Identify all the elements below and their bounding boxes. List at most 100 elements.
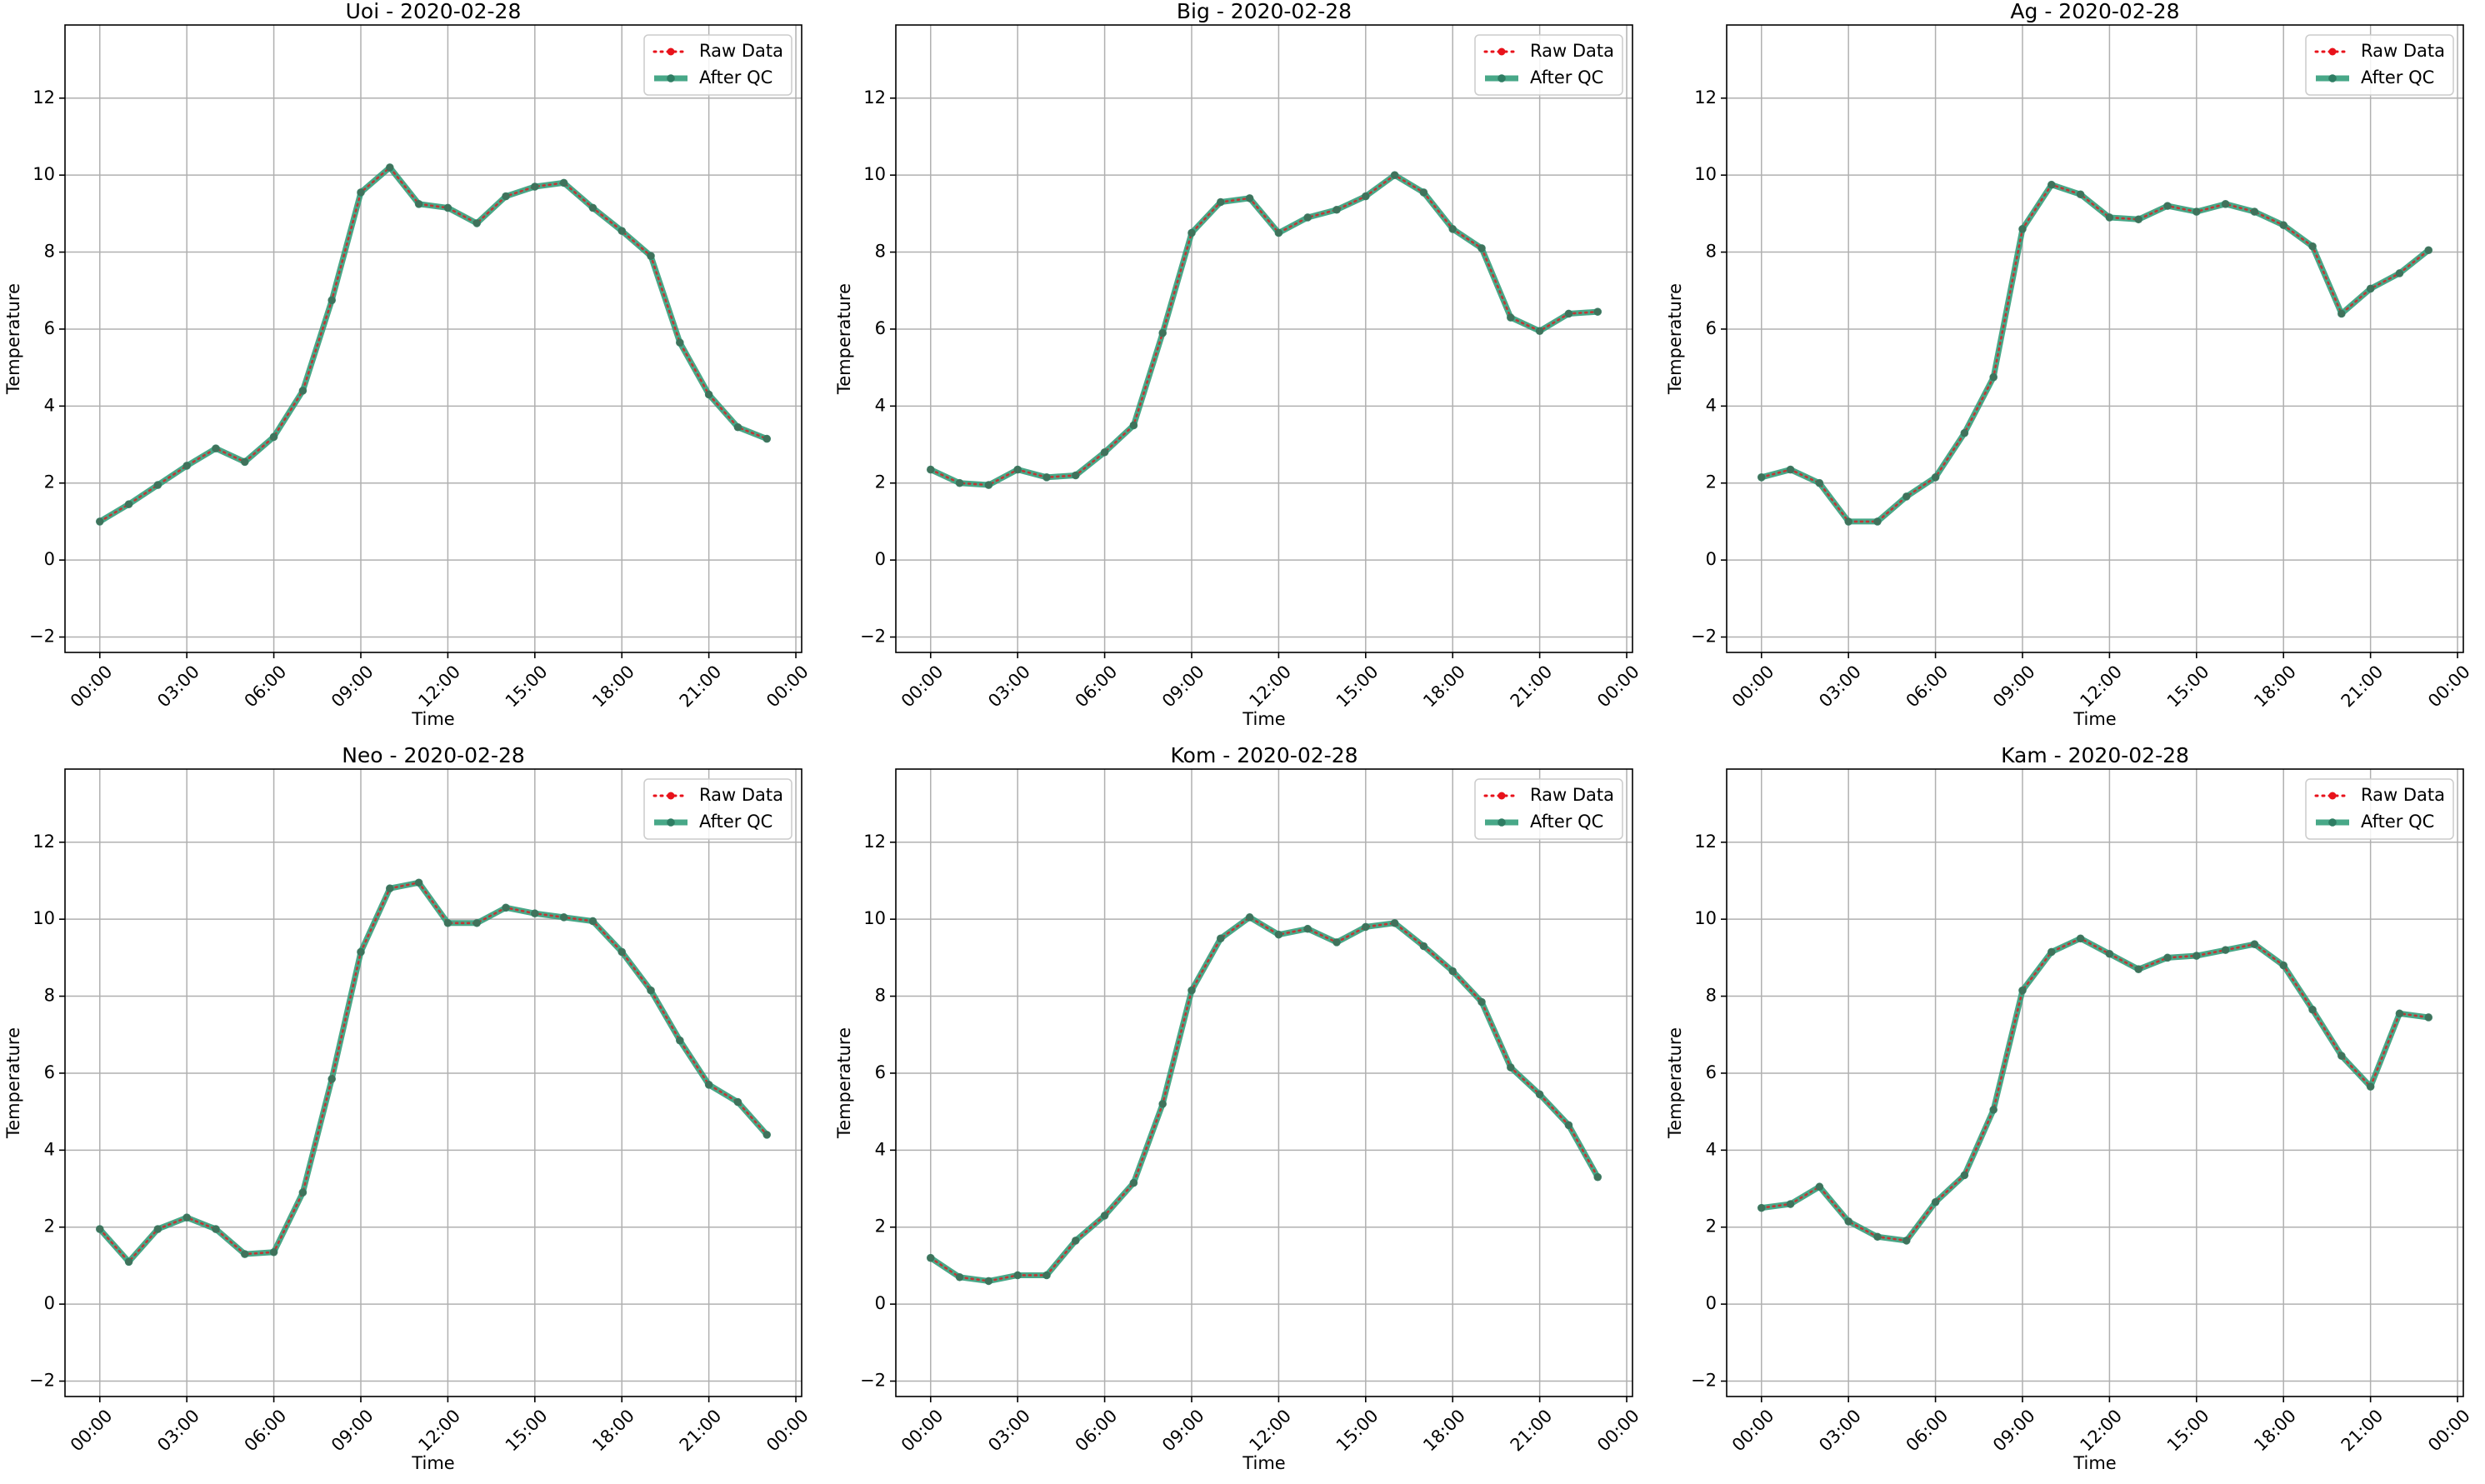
data-point-after-qc [1960,1171,1969,1180]
data-point-after-qc [1216,934,1225,943]
legend-label-raw-data: Raw Data [2361,41,2445,61]
data-point-after-qc [984,481,993,489]
y-axis-label: Temperature [3,1027,23,1139]
y-tick-label: 2 [44,472,55,492]
x-tick-label: 06:00 [1902,1406,1952,1456]
legend: Raw Data After QC [1474,34,1623,96]
series-line-after-qc [928,914,1601,1284]
chart-panel-2: 00:00 03:00 06:00 09:00 12:00 15:00 18:00 21:00… [834,0,1643,729]
x-tick-label: 00:00 [1728,662,1778,712]
data-point-after-qc [124,500,133,508]
data-point-after-qc [733,422,742,432]
y-tick-label: 2 [1706,472,1717,492]
data-point-after-qc [1419,188,1428,197]
data-point-after-qc [1535,1090,1544,1099]
data-point-after-qc [472,219,482,227]
x-tick-label: 09:00 [328,662,378,712]
data-point-after-qc [2250,940,2259,948]
data-point-after-qc [762,434,772,443]
data-point-after-qc [385,163,394,172]
data-point-after-qc [647,252,655,260]
legend-label-after-qc: After QC [1530,812,1603,832]
y-tick-label: 6 [1706,318,1717,338]
data-point-after-qc [1989,372,1998,382]
y-tick-label: −2 [1691,1371,1717,1391]
y-tick-label: 10 [1694,164,1717,184]
y-tick-label: 10 [863,164,886,184]
data-point-after-qc [1042,473,1051,482]
data-point-after-qc [2018,225,2027,233]
legend-marker-raw-data [667,792,675,800]
legend-label-raw-data: Raw Data [2361,785,2445,805]
data-point-after-qc [472,918,482,927]
y-tick-label: 10 [863,908,886,928]
data-point-after-qc [1071,471,1080,480]
legend-marker-raw-data [2328,792,2337,800]
data-point-after-qc [2047,947,2056,957]
data-point-after-qc [2192,207,2201,216]
legend-marker-after-qc [667,74,675,82]
x-tick-label: 06:00 [1072,662,1122,712]
data-point-after-qc [298,387,308,395]
plot-frame [895,768,1633,1397]
data-point-after-qc [1245,194,1254,202]
y-tick-label: 12 [863,87,886,107]
series-line-raw-data [929,173,1599,487]
y-tick-label: 8 [1706,242,1717,262]
data-point-after-qc [1535,327,1544,336]
data-point-after-qc [2076,934,2085,943]
series-line-after-qc [1758,935,2432,1244]
y-tick-label: 8 [44,242,55,262]
data-point-after-qc [762,1131,772,1139]
x-tick-label: 12:00 [2076,1406,2126,1456]
x-tick-label: 12:00 [414,1406,464,1456]
y-tick-label: 2 [44,1217,55,1237]
x-tick-label: 12:00 [2076,662,2126,712]
x-tick-label: 09:00 [1158,1406,1208,1456]
data-point-after-qc [2308,242,2317,251]
data-point-after-qc [2018,986,2027,995]
data-point-after-qc [1303,213,1312,222]
data-point-after-qc [502,192,510,201]
data-point-after-qc [240,457,249,467]
data-point-after-qc [357,947,365,957]
y-tick-label: 0 [44,549,55,569]
data-point-after-qc [385,884,394,893]
x-tick-label: 00:00 [762,662,812,712]
x-tick-label: 09:00 [1158,662,1208,712]
data-point-after-qc [1844,517,1852,526]
data-point-after-qc [588,203,598,212]
data-point-after-qc [1960,428,1969,437]
x-tick-label: 21:00 [1507,1406,1557,1456]
series-line-raw-data [1760,937,2430,1242]
y-tick-label: 8 [875,242,886,262]
x-tick-label: 15:00 [1332,662,1382,712]
legend-label-raw-data: Raw Data [699,785,783,805]
data-point-after-qc [955,478,964,487]
y-axis-label: Temperature [834,1027,854,1139]
data-point-after-qc [1478,997,1486,1007]
y-tick-label: 12 [32,832,55,852]
y-tick-label: 10 [32,908,55,928]
x-axis-label: Time [1242,709,1285,729]
series-line-raw-data [98,166,768,523]
data-point-after-qc [1873,1232,1882,1242]
data-point-after-qc [559,178,568,187]
data-point-after-qc [2076,190,2085,199]
data-point-after-qc [1071,1237,1080,1245]
data-point-after-qc [212,1225,220,1233]
data-point-after-qc [1844,1217,1852,1226]
x-tick-label: 15:00 [502,662,552,712]
data-point-after-qc [1216,197,1225,207]
legend-marker-raw-data [1498,47,1506,56]
chart-panel-3: 00:00 03:00 06:00 09:00 12:00 15:00 18:00 21:00… [1665,0,2474,729]
x-axis-label: Time [1242,1453,1285,1473]
data-point-after-qc [2221,200,2230,208]
data-point-after-qc [733,1097,742,1107]
data-point-after-qc [182,462,191,470]
x-tick-label: 18:00 [588,1406,638,1456]
data-point-after-qc [2338,309,2346,318]
data-point-after-qc [153,481,162,489]
x-tick-label: 18:00 [588,662,638,712]
data-point-after-qc [926,1253,935,1262]
